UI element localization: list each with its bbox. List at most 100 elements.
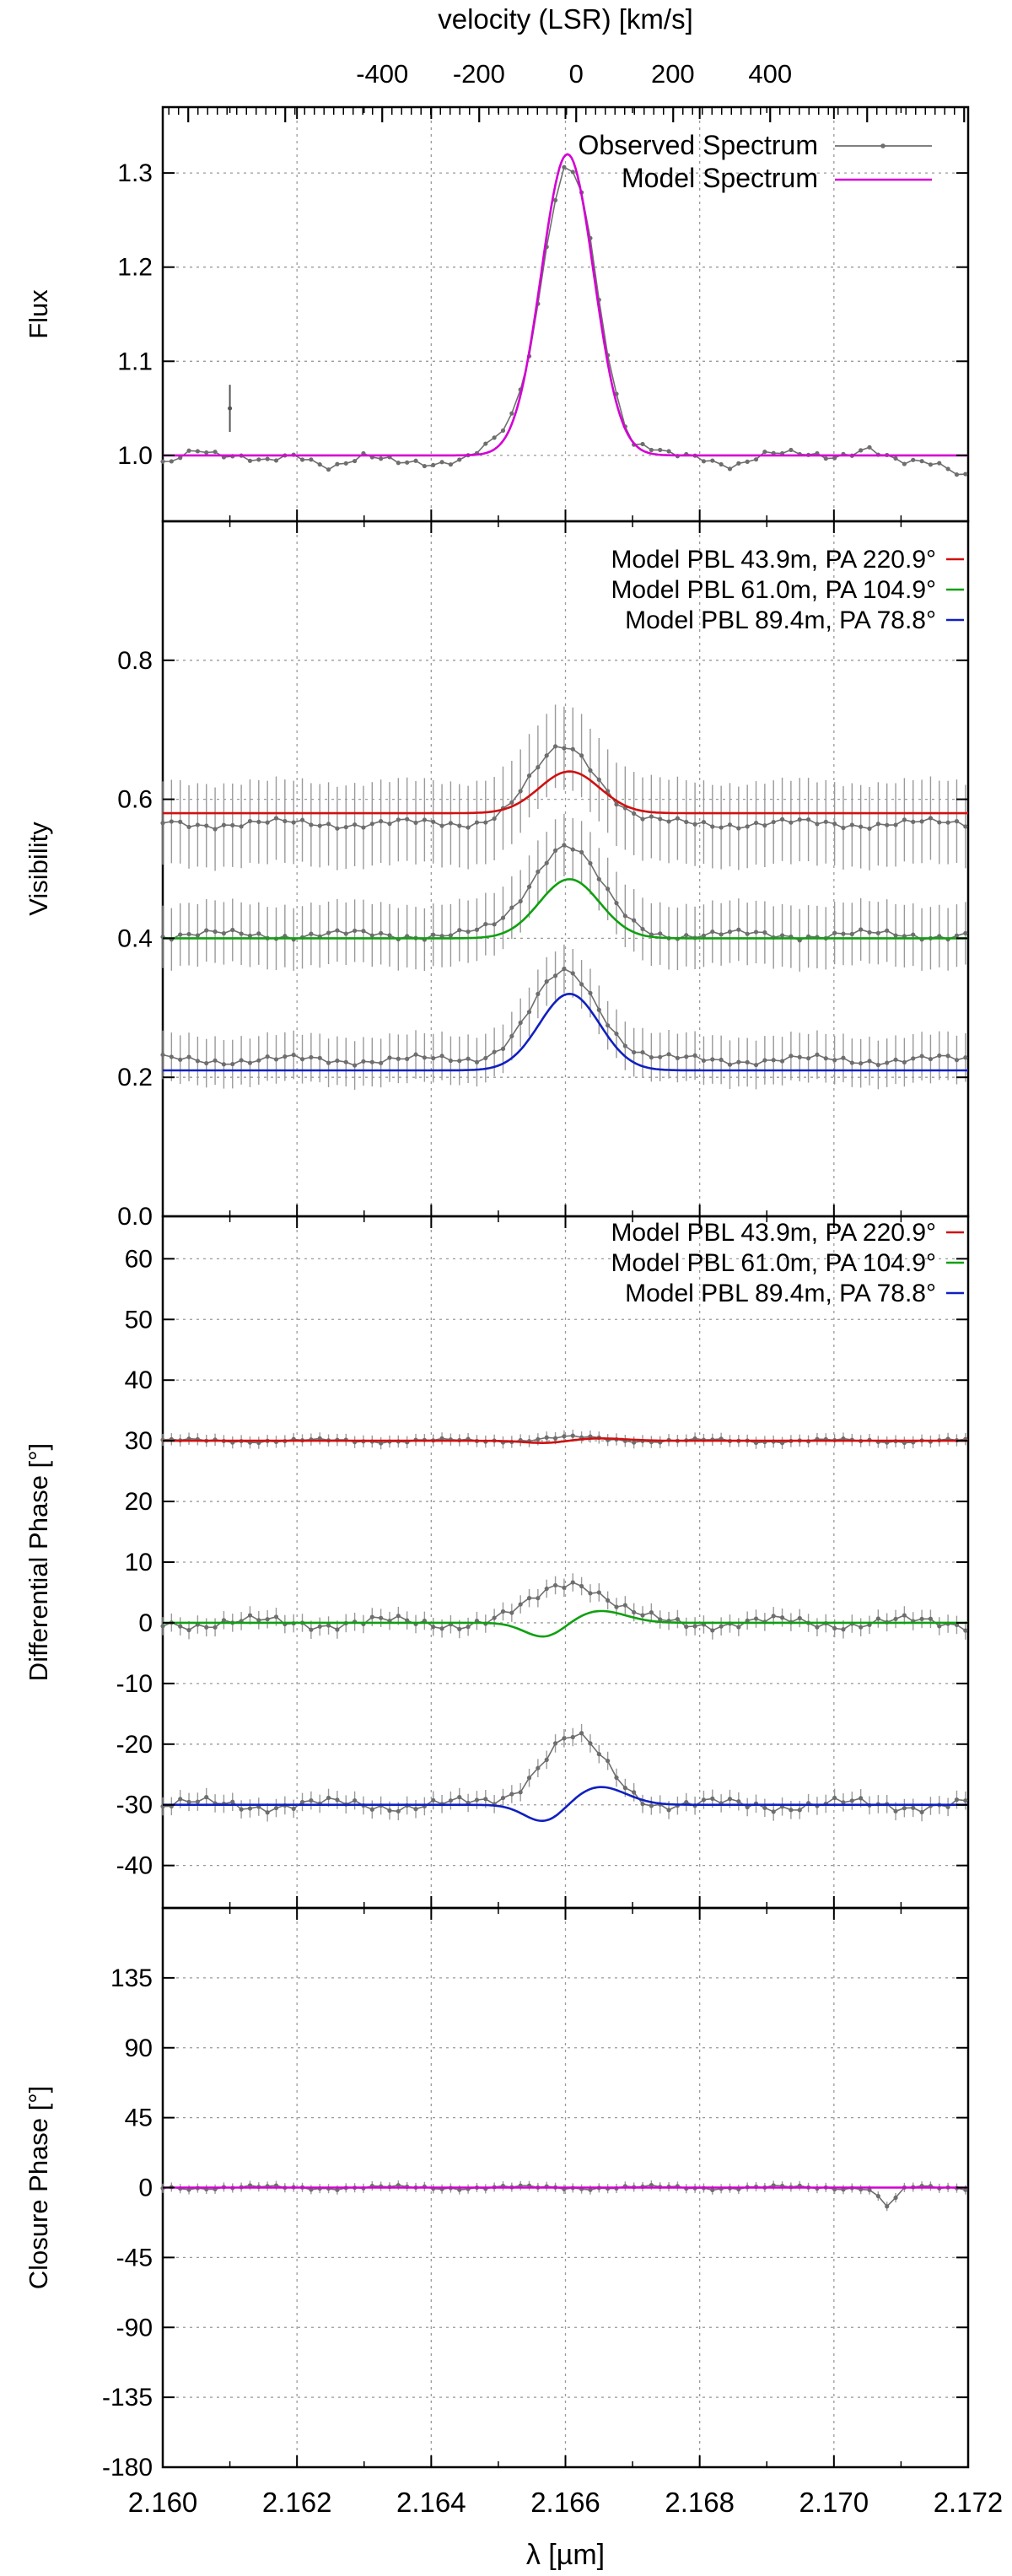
data-point — [379, 819, 384, 824]
data-point — [614, 1031, 619, 1037]
data-point — [606, 1023, 611, 1028]
data-point — [361, 825, 366, 830]
data-point — [579, 1583, 584, 1589]
data-point — [875, 1616, 880, 1621]
data-point — [500, 428, 506, 434]
data-point — [186, 448, 191, 453]
data-point — [963, 824, 968, 829]
data-point — [273, 816, 279, 821]
data-point — [675, 816, 681, 821]
data-point — [213, 929, 218, 935]
data-point — [622, 1043, 627, 1048]
data-point — [335, 1058, 340, 1064]
data-point — [771, 1809, 776, 1814]
data-point — [247, 458, 253, 463]
data-point — [448, 1058, 454, 1064]
data-point — [562, 1434, 567, 1439]
data-point — [719, 1057, 724, 1063]
y-tick-label: 0.6 — [117, 786, 153, 814]
y-tick-label: 1.0 — [117, 442, 153, 470]
data-point — [937, 1624, 942, 1629]
data-point — [483, 1055, 488, 1061]
data-point — [649, 1610, 654, 1615]
data-point — [649, 447, 654, 453]
data-point — [169, 459, 174, 464]
data-point — [727, 1797, 733, 1802]
data-point — [727, 929, 733, 935]
data-point — [396, 1056, 401, 1061]
data-point — [544, 979, 549, 984]
data-point — [169, 819, 174, 824]
data-point — [509, 1610, 514, 1615]
data-point — [396, 817, 401, 822]
data-point — [596, 1590, 601, 1595]
data-point — [178, 1797, 183, 1802]
data-point — [701, 819, 707, 825]
data-point — [439, 823, 444, 828]
diffphase-model-2 — [163, 1786, 968, 1822]
data-point — [518, 789, 523, 794]
data-point — [483, 441, 488, 446]
data-point — [710, 458, 715, 463]
data-point — [457, 928, 462, 933]
data-point — [466, 929, 471, 935]
data-point — [797, 817, 802, 822]
data-point — [719, 825, 724, 830]
data-point — [736, 927, 741, 932]
data-point — [841, 1627, 846, 1632]
data-point — [885, 1060, 890, 1065]
data-point — [762, 930, 767, 935]
data-point — [649, 1803, 654, 1808]
data-point — [859, 1796, 864, 1801]
data-point — [579, 753, 584, 758]
data-point — [588, 2187, 593, 2192]
data-point — [509, 905, 514, 910]
top-tick-label: -400 — [356, 59, 408, 89]
data-point — [204, 1795, 209, 1800]
y-tick-label: -45 — [116, 2244, 153, 2272]
data-point — [963, 1798, 968, 1803]
data-point — [963, 1628, 968, 1633]
data-point — [204, 928, 209, 933]
data-point — [727, 1062, 733, 1067]
data-point — [247, 933, 253, 938]
data-point — [379, 930, 384, 936]
data-point — [387, 933, 392, 938]
data-point — [911, 457, 916, 462]
data-point — [701, 933, 707, 938]
data-point — [273, 1614, 279, 1619]
x-tick-label: 2.168 — [665, 2487, 735, 2518]
data-point — [945, 820, 950, 825]
y-tick-label: -20 — [116, 1731, 153, 1759]
data-point — [492, 816, 497, 822]
data-point — [552, 744, 558, 749]
data-point — [422, 463, 427, 469]
data-point — [622, 1603, 627, 1608]
data-point — [779, 1441, 785, 1446]
data-point — [518, 1790, 523, 1795]
data-point — [885, 822, 890, 827]
data-point — [562, 164, 567, 170]
data-point — [911, 932, 916, 937]
data-point — [570, 746, 575, 752]
data-point — [658, 1617, 663, 1622]
data-point — [762, 1058, 767, 1063]
data-point — [684, 933, 689, 938]
data-point — [649, 2182, 654, 2188]
data-point — [256, 1618, 261, 1623]
data-point — [885, 2204, 890, 2209]
data-point — [963, 472, 968, 477]
data-point — [622, 1786, 627, 1791]
data-point — [492, 1615, 497, 1620]
data-point — [710, 1057, 715, 1062]
visibility-model-2 — [163, 992, 968, 1072]
data-point — [753, 1062, 759, 1068]
data-point — [439, 1054, 444, 1059]
x-axis-title: λ [µm] — [526, 2539, 605, 2571]
data-point — [579, 849, 584, 854]
data-point — [178, 1057, 183, 1062]
y-tick-label: 135 — [110, 1964, 153, 1992]
data-point — [186, 1799, 191, 1805]
data-point — [815, 822, 820, 827]
